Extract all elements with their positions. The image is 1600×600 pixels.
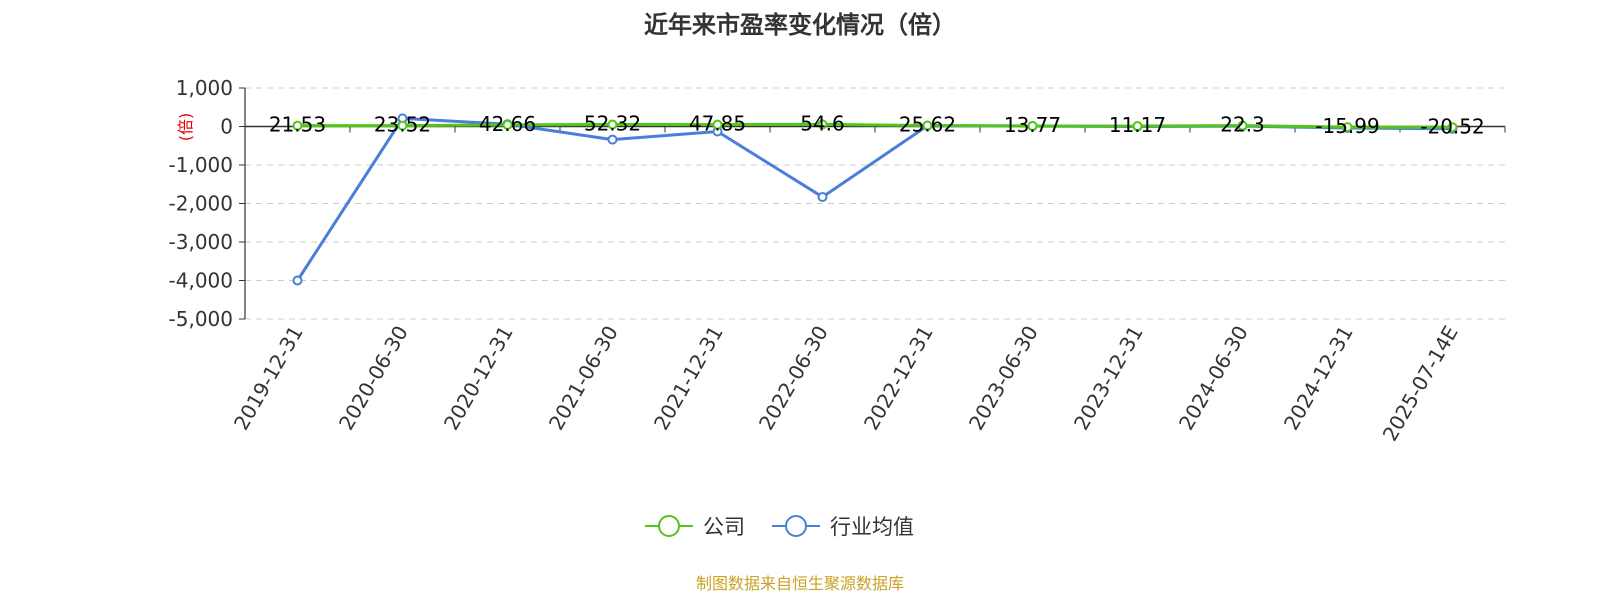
data-point-0[interactable]: [817, 119, 828, 130]
x-tick-label: 2019-12-31: [229, 322, 308, 435]
data-point-0[interactable]: [1027, 120, 1038, 131]
legend[interactable]: 公司 行业均值: [645, 515, 914, 539]
data-label: 21.53: [269, 113, 326, 137]
data-label: 25.62: [899, 113, 956, 137]
chart-title: 近年来市盈率变化情况（倍）: [644, 11, 956, 39]
y-tick-label: -1,000: [169, 153, 233, 177]
data-point-0[interactable]: [1342, 122, 1353, 133]
x-axis-ticks: 2019-12-31 2020-06-30 2020-12-31 2021-06-30…: [229, 126, 1506, 446]
y-tick-label: 0: [220, 115, 233, 139]
data-label: 52.32: [584, 111, 641, 135]
data-point-0[interactable]: [502, 119, 513, 130]
x-tick-label: 2025-07-14E: [1378, 322, 1463, 446]
data-point-0[interactable]: [1447, 122, 1458, 133]
series-lines: [292, 113, 1458, 286]
x-tick-label: 2023-06-30: [964, 322, 1043, 435]
legend-item-1[interactable]: 行业均值: [772, 515, 914, 539]
data-label: 54.6: [800, 111, 845, 135]
series-line-0: [297, 122, 1453, 129]
data-label: 22.3: [1220, 113, 1265, 137]
series-line-1: [296, 116, 1453, 282]
data-point-0[interactable]: [607, 119, 618, 130]
data-point-0[interactable]: [1237, 120, 1248, 131]
x-tick-label: 2024-12-31: [1279, 322, 1358, 435]
y-tick-label: -4,000: [169, 269, 233, 293]
x-tick-label: 2020-06-30: [334, 322, 413, 435]
data-label: -20.52: [1420, 114, 1484, 138]
data-point-0[interactable]: [922, 120, 933, 131]
y-tick-label: -2,000: [169, 192, 233, 216]
legend-label: 行业均值: [830, 515, 914, 539]
legend-marker: [658, 515, 680, 537]
x-tick-label: 2021-06-30: [544, 322, 623, 435]
y-tick-label: -3,000: [169, 230, 233, 254]
data-point-0[interactable]: [712, 119, 723, 130]
data-label: 23.52: [374, 113, 431, 137]
data-point-1[interactable]: [607, 134, 618, 145]
x-tick-label: 2021-12-31: [649, 322, 728, 435]
data-point-1[interactable]: [292, 275, 303, 286]
data-point-0[interactable]: [397, 120, 408, 131]
y-tick-label: -5,000: [169, 307, 233, 331]
x-tick-label: 2020-12-31: [439, 322, 518, 435]
data-label: 11.17: [1109, 113, 1166, 137]
data-source-note: 制图数据来自恒生聚源数据库: [696, 574, 904, 593]
y-axis-label: (倍): [176, 113, 195, 142]
legend-label: 公司: [703, 515, 745, 539]
data-label: 13.77: [1004, 113, 1061, 137]
legend-marker: [785, 515, 807, 537]
data-point-1[interactable]: [817, 191, 828, 202]
data-label: 42.66: [479, 112, 536, 136]
grid-lines: [245, 87, 1505, 320]
y-axis-ticks: 1,000 0 -1,000 -2,000 -3,000 -4,000 -5,000: [169, 76, 245, 331]
x-tick-label: 2022-06-30: [754, 322, 833, 435]
data-label: -15.99: [1315, 114, 1379, 138]
data-point-0[interactable]: [292, 120, 303, 131]
legend-item-0[interactable]: 公司: [645, 515, 745, 539]
x-tick-label: 2024-06-30: [1174, 322, 1253, 435]
y-tick-label: 1,000: [176, 76, 233, 100]
data-label: 47.85: [689, 112, 746, 136]
data-labels: 21.53 23.52 42.66 52.32 47.85 54.6 25.62 13.77 1…: [269, 111, 1485, 138]
data-point-0[interactable]: [1132, 121, 1143, 132]
x-tick-label: 2022-12-31: [859, 322, 938, 435]
x-tick-label: 2023-12-31: [1069, 322, 1148, 435]
